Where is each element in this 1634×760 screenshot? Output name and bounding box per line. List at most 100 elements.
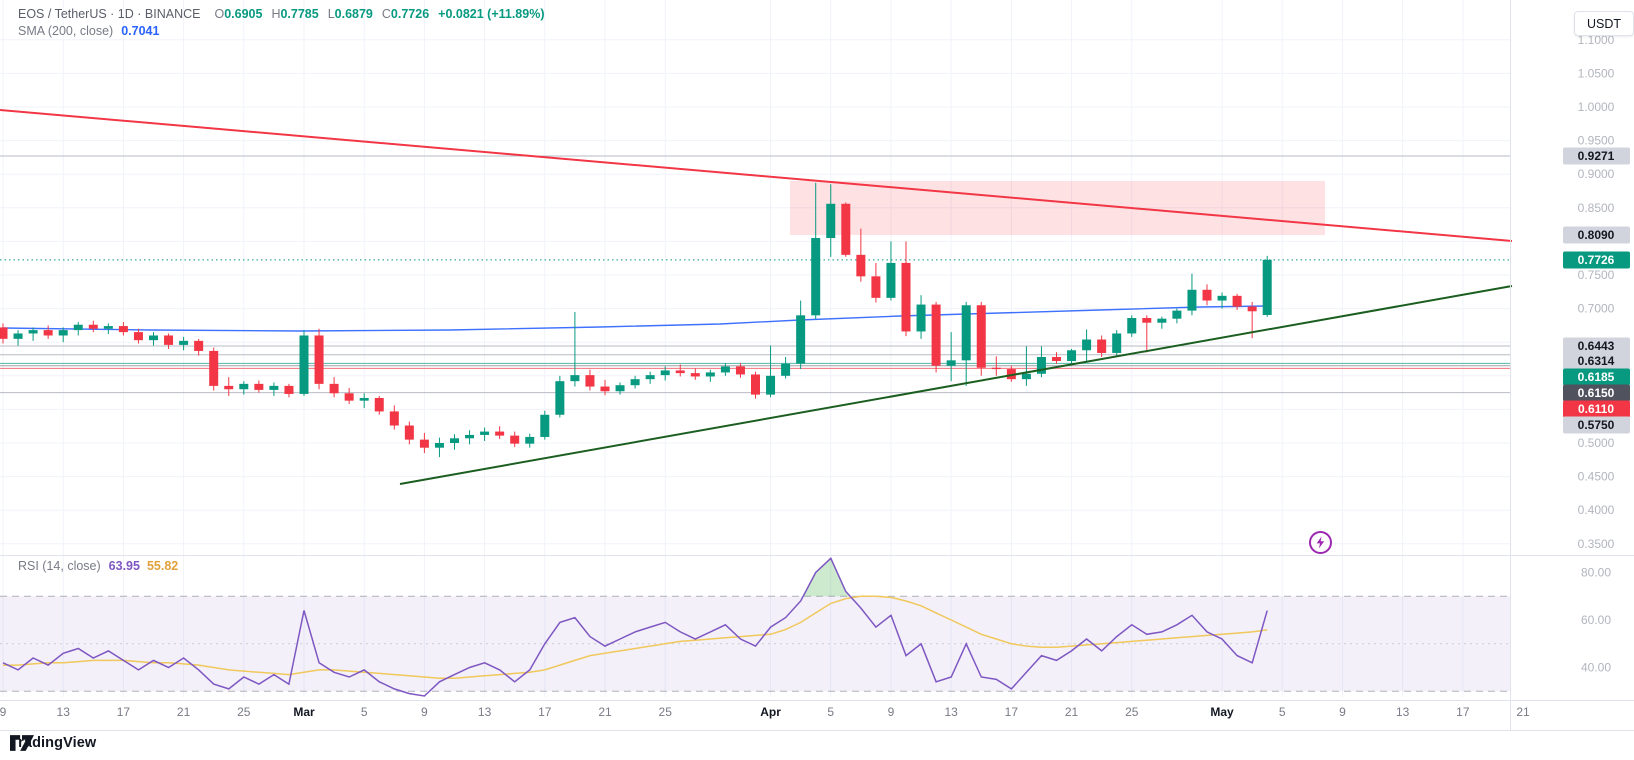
high-label: H <box>271 7 281 21</box>
candle-body <box>976 305 986 368</box>
price-badge <box>1563 147 1630 165</box>
candle-body <box>1262 259 1272 315</box>
candle-body <box>630 379 640 386</box>
rsi-signal-value: 55.82 <box>146 559 179 573</box>
price-badge-label: 0.5750 <box>1578 418 1615 432</box>
candle-body <box>826 203 836 239</box>
currency-toggle-button[interactable]: USDT <box>1574 11 1634 36</box>
candle-body <box>404 425 414 440</box>
candle-body <box>600 386 610 392</box>
price-badge-label: 0.8090 <box>1578 228 1615 242</box>
candle-body <box>510 435 520 444</box>
sma-200-line[interactable] <box>2 305 1268 332</box>
candle-body <box>991 367 1001 370</box>
candle-body <box>1172 310 1182 319</box>
open-label: O <box>214 7 225 21</box>
time-tick-label: 5 <box>827 705 834 719</box>
candle-body <box>299 335 309 394</box>
price-badge <box>1563 384 1630 402</box>
price-badge-label: 0.6443 <box>1578 339 1615 353</box>
candle-body <box>916 304 926 332</box>
rsi-line[interactable] <box>2 557 1268 697</box>
sma-label[interactable]: SMA (200, close) <box>18 24 114 38</box>
candle-body <box>570 375 580 382</box>
candle-body <box>88 324 98 329</box>
rsi-tick-label: 40.00 <box>1581 661 1611 675</box>
candle-body <box>856 254 866 277</box>
candle-body <box>254 383 264 390</box>
candle-body <box>239 383 249 390</box>
close-label: C <box>381 7 391 21</box>
time-tick-label: 21 <box>598 705 612 719</box>
candle-body <box>495 431 505 436</box>
candle-body <box>434 443 444 448</box>
open-value: 0.6905 <box>224 7 263 21</box>
quick-trade-lightning-icon[interactable] <box>1308 530 1333 555</box>
time-tick-label: 17 <box>538 705 552 719</box>
price-badge-label: 0.6150 <box>1578 386 1615 400</box>
candle-body <box>615 385 625 392</box>
price-levels[interactable] <box>0 155 1510 394</box>
candle-body <box>0 327 8 339</box>
tradingview-logo[interactable]: TradingView <box>10 735 96 751</box>
candle-body <box>1127 318 1137 334</box>
candle-body <box>585 375 595 387</box>
time-tick-label: 17 <box>1005 705 1019 719</box>
time-tick-label: 25 <box>237 705 251 719</box>
sma-value: 0.7041 <box>121 24 160 38</box>
time-tick-label: 13 <box>944 705 958 719</box>
price-badge <box>1563 226 1630 244</box>
time-scale[interactable]: 9 13 17 21 25 Mar 5 9 13 17 21 25 Apr 5 9 13 17 21 25 May 5 9… <box>0 705 1530 719</box>
candle-body <box>675 370 685 374</box>
rsi-signal-line[interactable] <box>3 595 1268 679</box>
rsi-label: RSI (14, close) <box>18 559 101 573</box>
time-tick-label: 9 <box>0 705 7 719</box>
time-tick-label: 13 <box>57 705 71 719</box>
candle-body <box>389 411 399 426</box>
candle-body <box>1006 369 1016 380</box>
price-tick-label: 0.7500 <box>1578 268 1615 282</box>
time-tick-label: Apr <box>760 705 781 719</box>
price-badge <box>1563 400 1630 418</box>
time-tick-label: 17 <box>1456 705 1470 719</box>
candle-body <box>284 385 294 394</box>
candle-body <box>555 381 565 415</box>
price-scale[interactable]: 1.1000 1.0500 1.0000 0.9500 0.9000 0.8500 0.75… <box>1563 33 1630 675</box>
candle-body <box>1082 339 1092 351</box>
price-badge <box>1563 368 1630 386</box>
rsi-legend[interactable]: RSI (14, close) 63.95 55.82 <box>18 559 178 573</box>
price-tick-label: 1.0000 <box>1578 100 1615 114</box>
time-tick-label: Mar <box>293 705 315 719</box>
candle-body <box>344 393 354 401</box>
candle-body <box>329 383 339 394</box>
descending-resistance[interactable] <box>0 109 1513 242</box>
price-badge <box>1563 416 1630 434</box>
time-tick-label: 17 <box>117 705 131 719</box>
price-tick-label: 0.5000 <box>1578 436 1615 450</box>
candle-body <box>645 375 655 380</box>
candle-body <box>751 374 760 395</box>
candle-body <box>1112 333 1122 353</box>
candle-body <box>796 315 806 364</box>
candle-body <box>525 436 535 444</box>
time-tick-label: 21 <box>1516 705 1530 719</box>
candle-body <box>374 397 384 412</box>
high-value: 0.7785 <box>280 7 319 21</box>
supply-zone[interactable] <box>790 181 1325 235</box>
price-tick-label: 0.4500 <box>1578 470 1615 484</box>
candle-body <box>901 262 911 332</box>
ascending-support[interactable] <box>399 285 1513 485</box>
candle-body <box>28 330 38 334</box>
time-tick-label: 9 <box>888 705 895 719</box>
rsi-band <box>0 596 1510 692</box>
time-tick-label: 5 <box>361 705 368 719</box>
symbol-row: EOS / TetherUS · 1D · BINANCE O0.6905 H0.7… <box>18 6 545 23</box>
symbol-title[interactable]: EOS / TetherUS · 1D · BINANCE <box>18 7 201 21</box>
time-tick-label: 5 <box>1279 705 1286 719</box>
candle-body <box>871 276 881 298</box>
candle-body <box>886 262 896 298</box>
candle-body <box>781 363 791 376</box>
candle-body <box>1142 318 1152 323</box>
